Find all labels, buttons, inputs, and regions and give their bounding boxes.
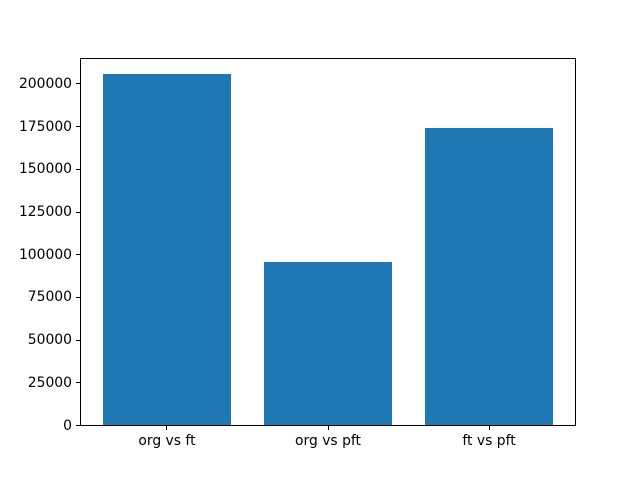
x-tick-mark <box>488 425 490 430</box>
bar-ft-vs-pft <box>424 128 554 426</box>
y-tick-label: 25000 <box>27 374 72 391</box>
y-tick-mark <box>76 339 80 341</box>
y-tick-mark <box>76 382 80 384</box>
y-tick-label: 0 <box>63 417 72 434</box>
y-tick-label: 200000 <box>18 75 72 92</box>
y-tick-label: 150000 <box>18 161 72 178</box>
bar-org-vs-ft <box>102 73 232 426</box>
x-tick-mark <box>166 425 168 430</box>
y-tick-label: 125000 <box>18 204 72 221</box>
x-tick-label: ft vs pft <box>462 432 516 449</box>
y-tick-mark <box>76 254 80 256</box>
y-tick-label: 175000 <box>18 118 72 135</box>
y-tick-mark <box>76 425 80 426</box>
y-tick-mark <box>76 83 80 85</box>
x-tick-label: org vs pft <box>295 432 361 449</box>
x-tick-mark <box>327 425 329 430</box>
x-tick-label: org vs ft <box>138 432 196 449</box>
y-tick-mark <box>76 296 80 298</box>
y-tick-mark <box>76 126 80 128</box>
y-tick-label: 100000 <box>18 246 72 263</box>
y-tick-label: 50000 <box>27 332 72 349</box>
y-tick-label: 75000 <box>27 289 72 306</box>
y-tick-mark <box>76 168 80 170</box>
y-tick-mark <box>76 211 80 213</box>
bar-org-vs-pft <box>263 261 393 426</box>
